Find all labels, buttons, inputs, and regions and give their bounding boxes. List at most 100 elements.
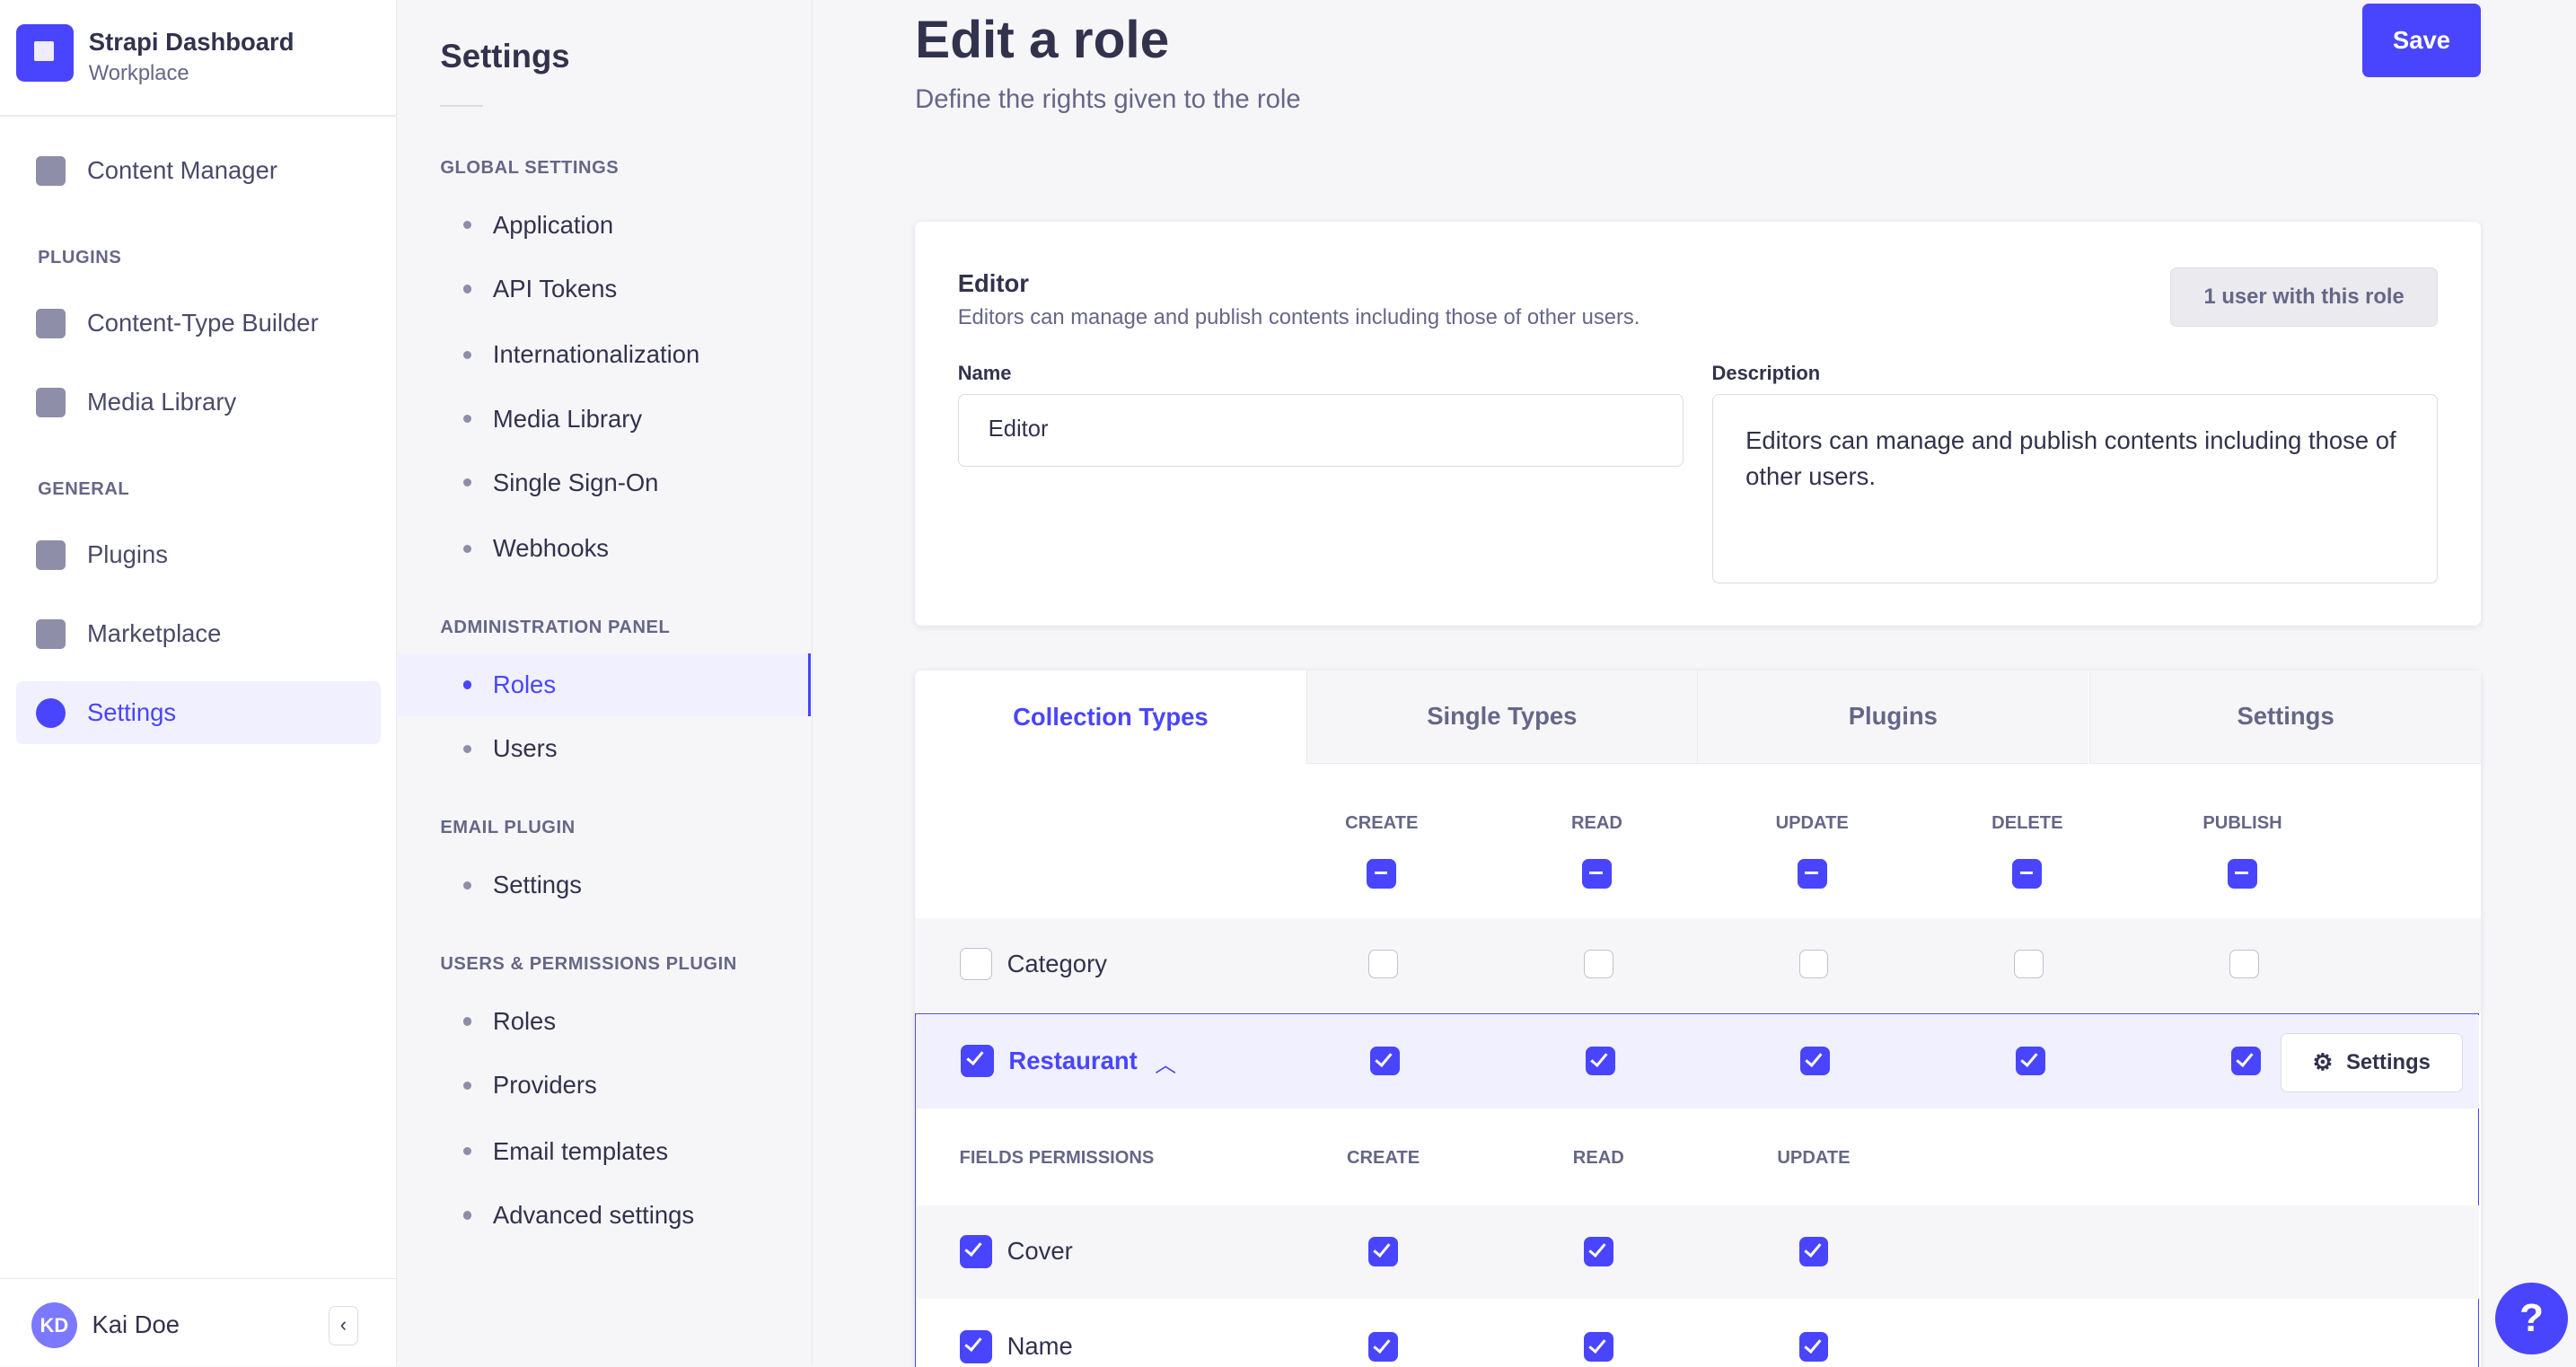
restaurant-settings-button[interactable]: ⚙ Settings (2280, 1032, 2463, 1092)
subnav-item[interactable]: Roles (398, 990, 812, 1053)
sidebar-item-ctb[interactable]: Content-Type Builder (16, 293, 381, 355)
subnav-item[interactable]: Email templates (398, 1120, 812, 1183)
field-column-update: UPDATE (1777, 1147, 1851, 1168)
sidebar-item-content-manager[interactable]: Content Manager (16, 140, 381, 203)
chevron-up-icon[interactable]: ︿ (1155, 1052, 1177, 1077)
subnav-item[interactable]: Providers (398, 1055, 812, 1117)
fields-permissions-heading: FIELDS PERMISSIONS (959, 1147, 1155, 1168)
subnav-item-roles[interactable]: Roles (397, 653, 812, 716)
subnav-title: Settings (440, 38, 570, 75)
label: Content-Type Builder (86, 309, 319, 337)
save-button[interactable]: Save (2362, 3, 2481, 77)
tab-single-types[interactable]: Single Types (1306, 670, 1698, 764)
sidebar-item-plugins[interactable]: Plugins (16, 524, 381, 587)
sidebar-item-settings[interactable]: Settings (16, 681, 382, 744)
page-subtitle: Define the rights given to the role (915, 85, 1301, 115)
user-name[interactable]: Kai Doe (92, 1310, 180, 1339)
feather-icon (36, 155, 66, 186)
select-all-publish-checkbox[interactable] (2228, 858, 2257, 889)
category-read-checkbox[interactable] (1583, 949, 1613, 979)
name-label: Name (957, 361, 1012, 384)
field-label-cover: Cover (1007, 1236, 1073, 1265)
name-read-checkbox[interactable] (1583, 1331, 1613, 1362)
label: Marketplace (86, 619, 222, 648)
category-checkbox[interactable] (959, 947, 993, 981)
select-all-create-checkbox[interactable] (1367, 858, 1397, 889)
divider (0, 115, 396, 117)
tab-plugins[interactable]: Plugins (1697, 670, 2088, 764)
subnav-item[interactable]: Settings (398, 854, 812, 916)
label: Settings (86, 698, 177, 727)
layout-icon (36, 308, 66, 338)
row-label-restaurant[interactable]: Restaurant (1008, 1046, 1138, 1074)
field-column-create: CREATE (1347, 1147, 1420, 1168)
label: Media Library (86, 388, 237, 416)
restaurant-checkbox[interactable] (961, 1044, 994, 1078)
subnav-item[interactable]: Webhooks (398, 517, 812, 580)
row-label-category[interactable]: Category (1007, 949, 1107, 977)
section-email-plugin: EMAIL PLUGIN (440, 818, 576, 838)
restaurant-delete-checkbox[interactable] (2016, 1046, 2045, 1076)
restaurant-publish-checkbox[interactable] (2230, 1046, 2261, 1076)
category-delete-checkbox[interactable] (2014, 949, 2044, 979)
collapse-sidebar-button[interactable]: ‹ (328, 1305, 358, 1345)
description-label: Description (1711, 361, 1821, 384)
description-textarea[interactable]: Editors can manage and publish contents … (1711, 394, 2439, 583)
section-global-settings: GLOBAL SETTINGS (440, 157, 620, 178)
app-title: Strapi Dashboard (88, 28, 295, 57)
cover-read-checkbox[interactable] (1583, 1236, 1613, 1266)
tab-settings[interactable]: Settings (2089, 670, 2481, 764)
role-description-text: Editors can manage and publish contents … (957, 305, 1640, 330)
label: Content Manager (86, 156, 277, 185)
sidebar-item-marketplace[interactable]: Marketplace (16, 602, 381, 665)
name-checkbox[interactable] (959, 1330, 993, 1363)
subnav-item[interactable]: Internationalization (398, 323, 812, 386)
name-update-checkbox[interactable] (1798, 1331, 1829, 1362)
select-all-read-checkbox[interactable] (1582, 858, 1612, 889)
label: Settings (2346, 1049, 2431, 1074)
divider (440, 105, 483, 107)
table-row-restaurant (916, 1014, 2479, 1109)
avatar[interactable]: KD (31, 1301, 77, 1349)
section-admin-panel: ADMINISTRATION PANEL (440, 617, 671, 637)
role-name-heading: Editor (957, 269, 1029, 298)
users-count-badge[interactable]: 1 user with this role (2170, 267, 2439, 328)
cover-create-checkbox[interactable] (1368, 1236, 1399, 1266)
subnav-item[interactable]: Media Library (398, 388, 812, 451)
category-publish-checkbox[interactable] (2229, 949, 2259, 979)
help-button[interactable]: ? (2495, 1282, 2568, 1355)
main-sidebar: Strapi Dashboard Workplace Content Manag… (0, 0, 397, 1367)
section-plugins: PLUGINS (38, 248, 122, 268)
sidebar-item-media[interactable]: Media Library (16, 372, 381, 434)
column-delete: DELETE (1991, 812, 2063, 833)
image-icon (36, 387, 66, 417)
question-icon: ? (2519, 1296, 2544, 1341)
cover-update-checkbox[interactable] (1798, 1236, 1829, 1266)
select-all-delete-checkbox[interactable] (2012, 858, 2043, 889)
select-all-update-checkbox[interactable] (1797, 858, 1827, 889)
role-details-card: Editor Editors can manage and publish co… (915, 222, 2481, 627)
divider (0, 1277, 396, 1280)
gear-icon (36, 697, 66, 728)
section-general: GENERAL (38, 479, 130, 500)
subnav-item[interactable]: Single Sign-On (398, 451, 812, 514)
restaurant-update-checkbox[interactable] (1800, 1046, 1831, 1076)
page-title: Edit a role (915, 10, 1170, 69)
subnav-item[interactable]: Application (398, 194, 812, 257)
table-row-category (915, 917, 2481, 1012)
name-create-checkbox[interactable] (1368, 1331, 1399, 1362)
subnav-item[interactable]: API Tokens (398, 258, 812, 320)
subnav-item[interactable]: Users (398, 718, 812, 781)
restaurant-create-checkbox[interactable] (1369, 1046, 1400, 1076)
column-update: UPDATE (1775, 812, 1849, 833)
field-label-name: Name (1007, 1331, 1073, 1360)
subnav-item[interactable]: Advanced settings (398, 1184, 812, 1247)
gear-icon: ⚙ (2312, 1049, 2334, 1075)
cover-checkbox[interactable] (959, 1234, 993, 1268)
category-update-checkbox[interactable] (1798, 949, 1829, 979)
category-create-checkbox[interactable] (1368, 949, 1399, 979)
name-input[interactable]: Editor (957, 394, 1684, 467)
app-subtitle: Workplace (88, 60, 189, 85)
tab-collection-types[interactable]: Collection Types (915, 670, 1306, 764)
restaurant-read-checkbox[interactable] (1585, 1046, 1615, 1076)
